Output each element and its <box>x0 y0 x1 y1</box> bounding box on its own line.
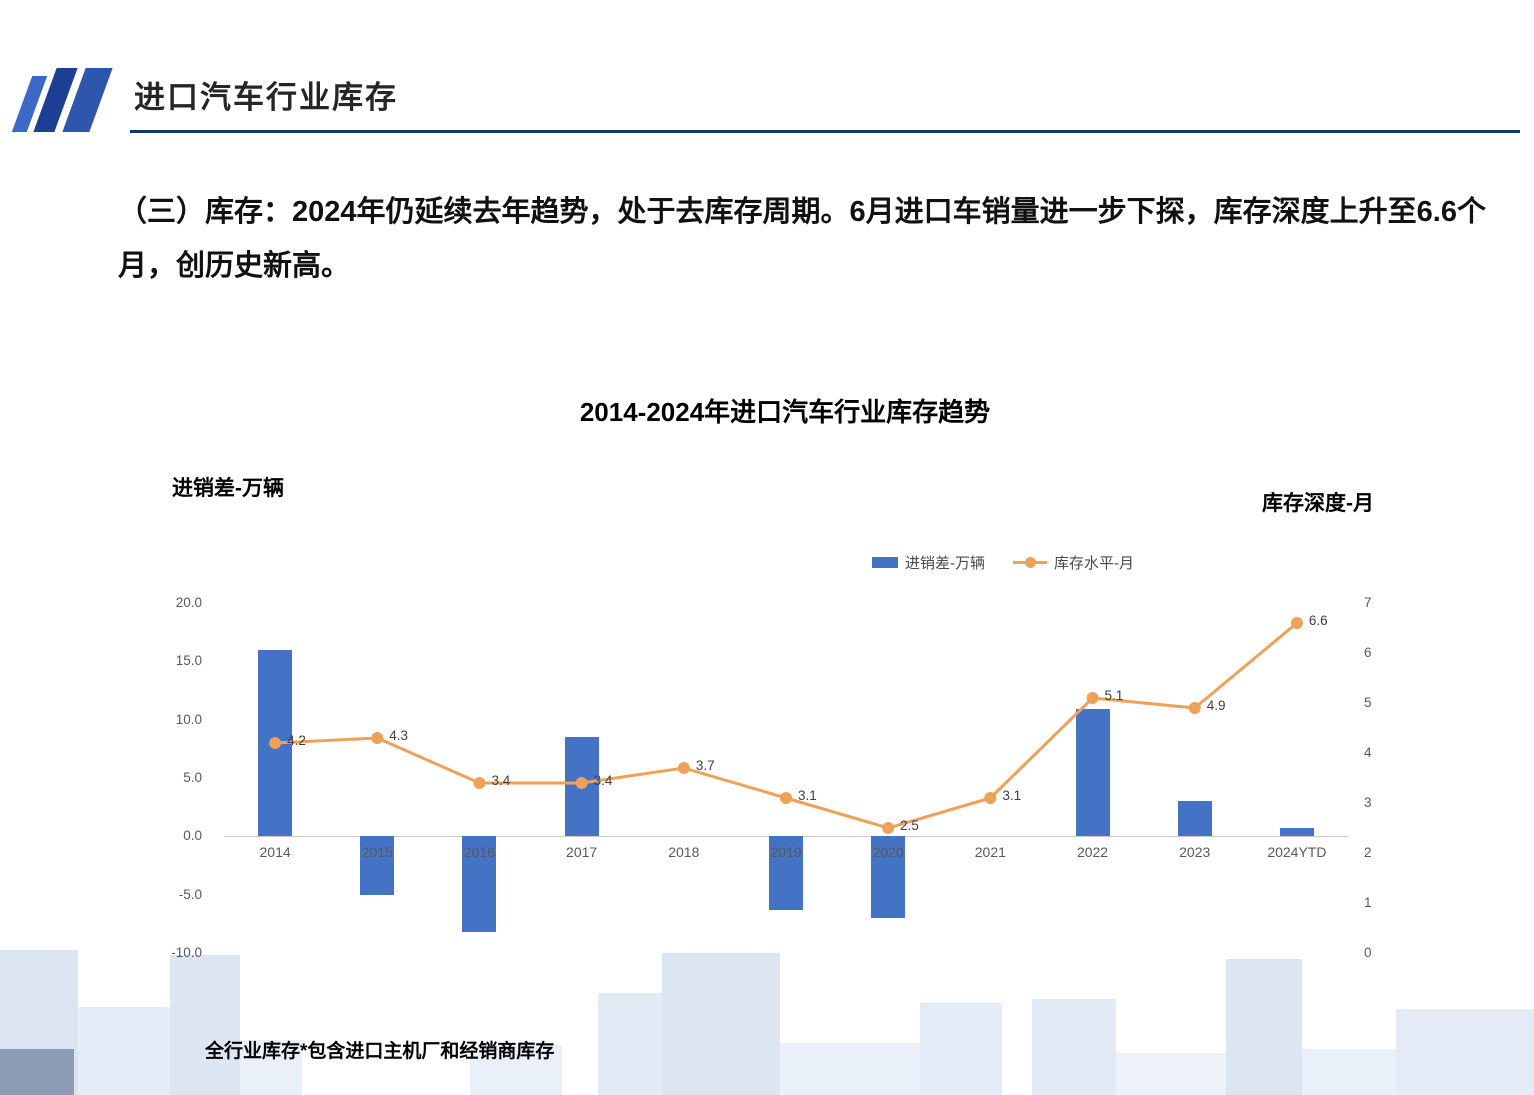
line-marker-2014 <box>269 737 282 749</box>
legend-item-line: 库存水平-月 <box>1013 552 1134 573</box>
right-tick-7: 7 <box>1364 595 1372 610</box>
y-axis-right: 7 6 5 4 3 2 1 0 <box>1358 595 1398 960</box>
point-label-2015: 4.3 <box>389 728 409 743</box>
chart-title: 2014-2024年进口汽车行业库存趋势 <box>579 397 991 427</box>
x-tick-2022: 2022 <box>1076 844 1109 861</box>
right-tick-6: 6 <box>1364 645 1372 660</box>
bar-2024YTD <box>1279 828 1314 837</box>
bar-2015 <box>360 836 395 895</box>
point-label-2016: 3.4 <box>491 773 511 788</box>
point-label-2014: 4.2 <box>287 733 306 748</box>
x-tick-2020: 2020 <box>872 844 904 861</box>
point-label-2022: 5.1 <box>1104 688 1124 703</box>
logo <box>11 64 116 136</box>
legend-bar-swatch <box>872 557 898 568</box>
right-tick-1: 1 <box>1364 895 1372 910</box>
left-tick-10.0: 10.0 <box>175 711 202 727</box>
x-tick-2015: 2015 <box>361 844 393 861</box>
footnote: 全行业库存*包含进口主机厂和经销商库存 <box>205 1041 555 1062</box>
x-tick-2016: 2016 <box>463 844 496 861</box>
left-tick-20.0: 20.0 <box>175 595 202 610</box>
x-tick-2023: 2023 <box>1179 844 1211 861</box>
right-tick-2: 2 <box>1364 845 1372 860</box>
point-label-2018: 3.7 <box>695 758 715 773</box>
line-marker-2023 <box>1188 702 1201 714</box>
left-tick-15.0: 15.0 <box>175 653 202 669</box>
left-tick--5.0: -5.0 <box>178 886 202 902</box>
chart-legend: 进销差-万辆 库存水平-月 <box>872 552 1134 573</box>
line-marker-2021 <box>984 792 997 804</box>
left-axis-title: 进销差-万辆 <box>172 477 284 500</box>
left-tick-0.0: 0.0 <box>183 828 202 844</box>
line-marker-2020 <box>882 822 895 834</box>
bar-2020 <box>871 836 906 918</box>
headline-text: （三）库存：2024年仍延续去年趋势，处于去库存周期。6月进口车销量进一步下探，… <box>118 196 1486 282</box>
line-marker-2024YTD <box>1290 617 1303 629</box>
line-marker-2022 <box>1086 692 1099 704</box>
left-tick--10.0: -10.0 <box>171 945 202 960</box>
bar-2019 <box>769 836 803 910</box>
page-title: 进口汽车行业库存 <box>134 80 398 115</box>
right-tick-0: 0 <box>1364 945 1372 960</box>
point-label-2024YTD: 6.6 <box>1308 613 1328 628</box>
legend-line-swatch <box>1013 557 1047 568</box>
right-axis-title: 库存深度-月 <box>1262 492 1374 515</box>
legend-bar-label: 进销差-万辆 <box>905 555 985 572</box>
left-tick-5.0: 5.0 <box>183 770 202 785</box>
bar-2023 <box>1177 801 1212 837</box>
right-tick-4: 4 <box>1364 745 1372 760</box>
line-marker-2019 <box>780 792 792 804</box>
line-marker-2018 <box>677 762 690 774</box>
x-tick-2017: 2017 <box>566 844 598 861</box>
right-tick-5: 5 <box>1364 695 1372 710</box>
line-marker-2016 <box>473 777 486 789</box>
x-tick-2018: 2018 <box>668 844 700 861</box>
line-marker-2015 <box>371 732 384 744</box>
point-label-2019: 3.1 <box>798 788 817 803</box>
x-tick-2014: 2014 <box>259 844 291 861</box>
x-tick-2019: 2019 <box>770 844 802 861</box>
title-underline <box>130 130 1520 133</box>
x-tick-2024YTD: 2024YTD <box>1267 844 1327 861</box>
line-series <box>269 617 1303 834</box>
legend-line-marker-icon <box>1025 557 1036 568</box>
legend-item-bars: 进销差-万辆 <box>872 552 985 573</box>
bar-2016 <box>462 836 497 932</box>
y-axis-left: 20.0 15.0 10.0 5.0 0.0 -5.0 -10.0 <box>140 595 210 960</box>
legend-line-label: 库存水平-月 <box>1054 555 1134 572</box>
line-marker-2017 <box>575 777 588 789</box>
plot-area: 2014 2015 2016 2017 2018 2019 2020 2021 2022 2023… <box>224 603 1348 953</box>
bar-2022 <box>1075 709 1110 837</box>
point-label-2020: 2.5 <box>900 818 919 833</box>
x-tick-2021: 2021 <box>974 844 1006 861</box>
right-tick-3: 3 <box>1364 795 1372 810</box>
point-label-2021: 3.1 <box>1002 788 1022 803</box>
point-label-2017: 3.4 <box>593 773 613 788</box>
point-label-2023: 4.9 <box>1206 698 1226 713</box>
